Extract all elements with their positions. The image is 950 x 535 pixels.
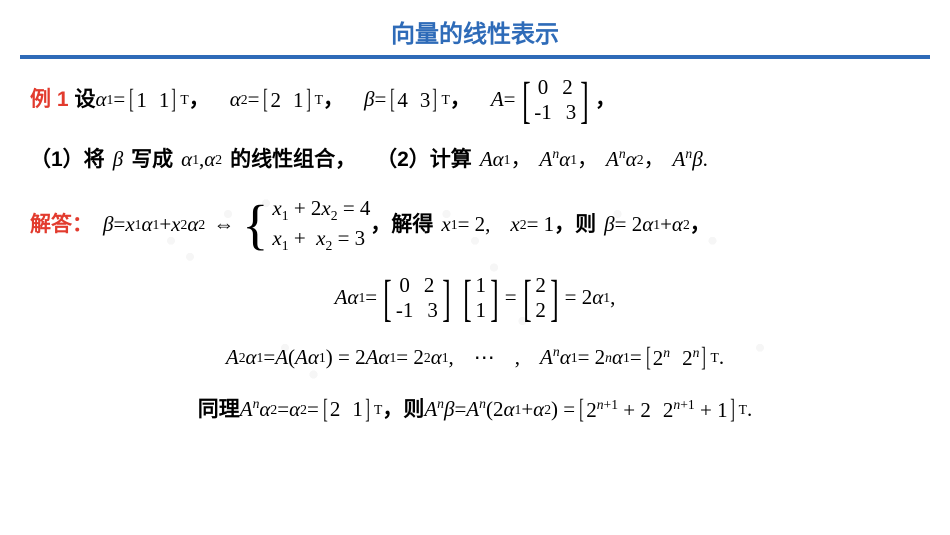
matrix-A-copy: [ 02 -13 ] — [379, 273, 455, 323]
An-alpha2-result: [ 21 ] — [321, 397, 372, 422]
tasks-row: （1）将 β 写成 α1, α2 的线性组合， （2）计算 Aα1， Anα1，… — [30, 143, 920, 177]
answer-label: 解答： — [30, 208, 93, 242]
example-label: 例 1 — [30, 83, 69, 117]
equation-system: { x1 + 2x2 = 4 x1 + x2 = 3 — [242, 195, 370, 255]
An-alpha1-result: [ 2n2n ] — [644, 345, 709, 371]
slide-content: 例 1 设 α1 = [ 11 ] T， α2 = [ 21 ] T， β = … — [0, 59, 950, 426]
step-similar: 同理 Anα2 = α2 = [ 21 ] T，则 Anβ = An(2α1 +… — [30, 393, 920, 427]
beta-vector: [ 43 ] — [388, 88, 439, 113]
An-beta-result: [ 2n+1 + 22n+1 + 1 ] — [577, 397, 737, 423]
step-Aalpha1: Aα1 = [ 02 -13 ] [ 1 1 ] = [ 2 2 ] = 2α1… — [30, 273, 920, 323]
solution-row: 解答： β = x1α1 + x2α2 ⇔ { x1 + 2x2 = 4 x1 … — [30, 195, 920, 255]
alpha2-vector: [ 21 ] — [261, 88, 312, 113]
step-chain: A2α1 = A(Aα1) = 2Aα1 = 22α1 , ⋯, Anα1 = … — [30, 341, 920, 375]
set-word: 设 — [75, 83, 96, 117]
result-vector: [ 2 2 ] — [519, 273, 563, 323]
example-setup-row: 例 1 设 α1 = [ 11 ] T， α2 = [ 21 ] T， β = … — [30, 75, 920, 125]
page-title: 向量的线性表示 — [391, 14, 559, 49]
alpha1-vector: [ 11 ] — [127, 88, 178, 113]
vector-alpha1-col: [ 1 1 ] — [459, 273, 503, 323]
matrix-A: [ 02 -13 ] — [518, 75, 594, 125]
